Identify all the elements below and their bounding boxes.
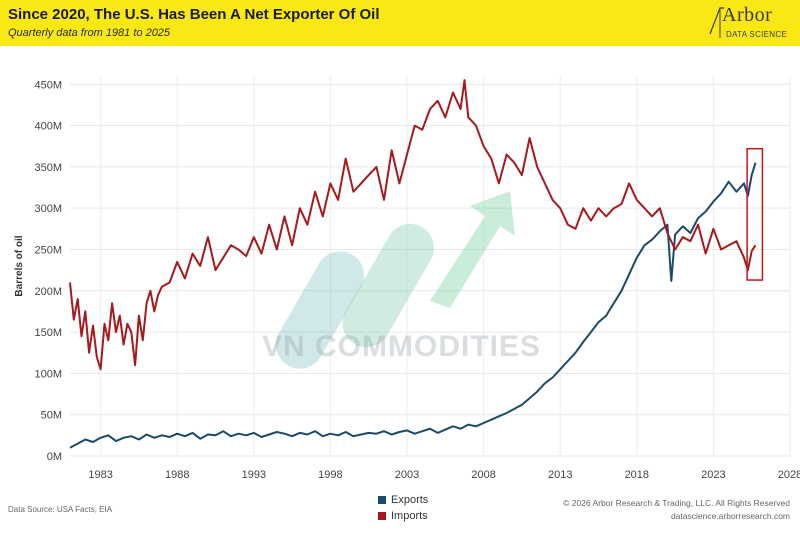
y-tick-label: 250M: [34, 244, 62, 256]
y-tick-label: 100M: [34, 368, 62, 380]
legend-item-exports: Exports: [378, 492, 428, 508]
oil-trade-chart: 0M 50M 100M 150M 200M 250M 300M 350M 400M 450M 198…: [14, 76, 800, 481]
x-tick-label: 2008: [471, 469, 495, 481]
website-line: datascience.arborresearch.com: [670, 511, 790, 521]
x-tick-label: 2013: [548, 469, 572, 481]
legend-swatch-imports: [378, 512, 386, 520]
header-banner: Since 2020, The U.S. Has Been A Net Expo…: [0, 0, 800, 46]
axes: 0M 50M 100M 150M 200M 250M 300M 350M 400M 450M 198…: [34, 79, 800, 481]
data-source-note: Data Source: USA Facts, EIA: [8, 505, 113, 514]
y-tick-label: 400M: [34, 121, 62, 133]
x-tick-label: 2028: [778, 469, 800, 481]
y-axis-label: Barrels of oil: [14, 235, 25, 296]
copyright-note: © 2026 Arbor Research & Trading, LLC. Al…: [563, 497, 790, 523]
logo-mark-icon: [709, 7, 724, 38]
logo-subtext: DATA SCIENCE: [726, 30, 788, 39]
y-tick-label: 150M: [34, 327, 62, 339]
x-tick-label: 2003: [395, 469, 419, 481]
x-tick-label: 1993: [242, 469, 266, 481]
y-tick-label: 450M: [34, 79, 62, 91]
arbor-logo: Arbor DATA SCIENCE: [706, 4, 792, 44]
series-line-imports: [69, 79, 757, 371]
x-tick-label: 2018: [625, 469, 649, 481]
copyright-line: © 2026 Arbor Research & Trading, LLC. Al…: [563, 498, 790, 508]
y-tick-label: 0M: [47, 451, 62, 463]
x-tick-label: 2023: [701, 469, 725, 481]
chart-legend: Exports Imports: [378, 492, 428, 524]
chart-title: Since 2020, The U.S. Has Been A Net Expo…: [8, 6, 380, 23]
y-tick-label: 350M: [34, 162, 62, 174]
logo-word: Arbor: [722, 4, 773, 26]
series-line-exports: [69, 162, 757, 449]
recent-data-highlight-box: [746, 147, 764, 281]
y-tick-label: 200M: [34, 286, 62, 298]
legend-label-imports: Imports: [391, 510, 428, 522]
chart-subtitle: Quarterly data from 1981 to 2025: [8, 27, 171, 39]
grid-lines: [70, 76, 791, 457]
watermark-logo: [276, 191, 515, 369]
x-tick-label: 1983: [88, 469, 112, 481]
x-tick-label: 1988: [165, 469, 189, 481]
series-lines: [69, 79, 757, 449]
watermark-text: VN COMMODITIES: [262, 330, 542, 363]
legend-label-exports: Exports: [391, 494, 429, 506]
x-tick-label: 1998: [318, 469, 342, 481]
legend-item-imports: Imports: [378, 508, 428, 524]
legend-swatch-exports: [378, 496, 386, 504]
y-tick-label: 50M: [41, 410, 62, 422]
y-tick-label: 300M: [34, 203, 62, 215]
